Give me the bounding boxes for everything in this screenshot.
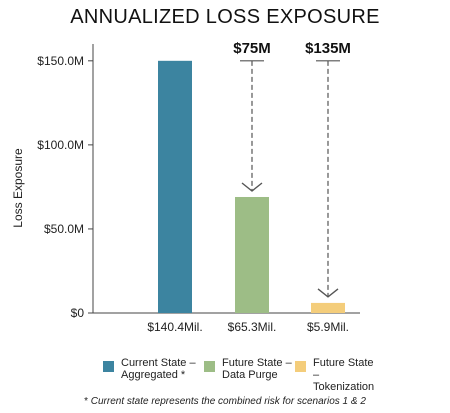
legend-swatch-current-state [103,361,114,372]
bars [158,60,345,313]
annotation-arrowhead [241,182,263,192]
y-tick-label: $150.0M [37,54,84,68]
annotation-arrowhead [317,288,339,298]
legend-label-tokenization: Future State – Tokenization [313,357,375,393]
legend-label-current-state: Current State – Aggregated * [121,357,196,381]
bar [311,302,345,313]
footnote-text: Current state represents the combined ri… [90,396,366,407]
x-tick-label: $140.4Mil. [147,320,202,334]
chart-title: ANNUALIZED LOSS EXPOSURE [70,6,380,28]
annotations: $75M $135M [233,40,351,298]
x-tick-label: $5.9Mil. [307,320,349,334]
legend-label-data-purge: Future State – Data Purge [222,357,292,381]
y-axis: $0 $50.0M $100.0M $150.0M [37,44,360,320]
y-tick-label: $50.0M [44,222,84,236]
y-tick-label: $0 [71,306,85,320]
x-axis-labels: $140.4Mil. $65.3Mil. $5.9Mil. [147,320,349,334]
legend-swatch-tokenization [295,361,306,372]
y-tick-label: $100.0M [37,138,84,152]
x-tick-label: $65.3Mil. [228,320,277,334]
bar [235,196,269,313]
legend: Current State – Aggregated * Future Stat… [103,357,443,397]
annotation-label: $75M [233,40,271,57]
legend-swatch-data-purge [204,361,215,372]
footnote: * Current state represents the combined … [84,396,366,407]
y-axis-title: Loss Exposure [11,148,25,228]
bar [158,60,192,313]
annotation-label: $135M [305,40,351,57]
